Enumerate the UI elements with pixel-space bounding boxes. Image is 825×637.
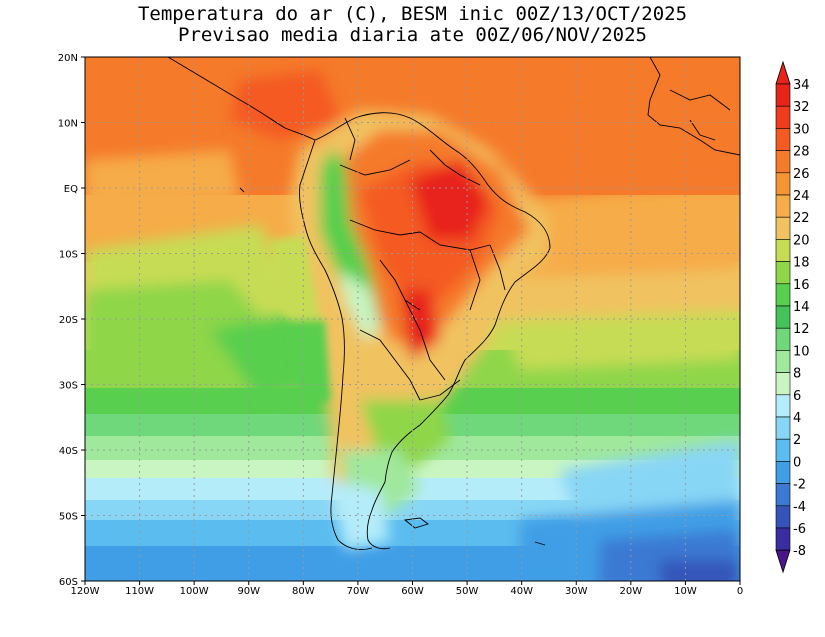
colorbar-label: -4 bbox=[793, 500, 806, 515]
y-tick-label: 40S bbox=[59, 446, 78, 457]
y-tick-label: 50S bbox=[59, 512, 78, 523]
colorbar-swatch bbox=[775, 216, 791, 240]
x-tick-label: 0 bbox=[737, 586, 743, 597]
y-tick-label: 10N bbox=[58, 119, 78, 130]
colorbar-label: 0 bbox=[793, 455, 801, 470]
x-tick-label: 90W bbox=[237, 586, 260, 597]
y-tick-label: 30S bbox=[59, 381, 78, 392]
x-tick-label: 110W bbox=[125, 586, 154, 597]
colorbar-swatch bbox=[775, 327, 791, 351]
colorbar-label: -6 bbox=[793, 522, 806, 537]
x-tick-label: 30W bbox=[565, 586, 588, 597]
colorbar-label: 20 bbox=[793, 233, 810, 248]
colorbar-swatch bbox=[775, 305, 791, 329]
colorbar-swatch bbox=[775, 128, 791, 151]
colorbar-label: -8 bbox=[793, 544, 806, 559]
colorbar-swatch bbox=[775, 372, 791, 396]
x-tick-label: 10W bbox=[674, 586, 697, 597]
colorbar-label: 22 bbox=[793, 211, 810, 226]
colorbar-swatch bbox=[775, 505, 791, 529]
colorbar-label: 18 bbox=[793, 256, 810, 271]
gridlines bbox=[85, 57, 740, 581]
colorbar-label: 14 bbox=[793, 300, 810, 315]
x-tick-label: 100W bbox=[180, 586, 209, 597]
x-tick-label: 40W bbox=[510, 586, 533, 597]
colorbar-swatch bbox=[775, 283, 791, 307]
colorbar-label: 4 bbox=[793, 411, 801, 426]
colorbar-label: 2 bbox=[793, 433, 801, 448]
colorbar-label: 32 bbox=[793, 100, 810, 115]
x-tick-label: 60W bbox=[401, 586, 424, 597]
colorbar-label: 12 bbox=[793, 322, 810, 337]
colorbar-swatch bbox=[775, 461, 791, 484]
y-tick-label: 60S bbox=[59, 577, 78, 588]
colorbar-swatch bbox=[775, 483, 791, 507]
colorbar-swatch bbox=[775, 105, 791, 129]
colorbar-arrow-bottom bbox=[775, 549, 791, 574]
colorbar-label: 26 bbox=[793, 167, 810, 182]
colorbar-swatch bbox=[775, 527, 791, 551]
colorbar-swatch bbox=[775, 261, 791, 285]
x-tick-label: 70W bbox=[347, 586, 370, 597]
colorbar-swatch bbox=[775, 172, 791, 196]
y-tick-label: 10S bbox=[59, 250, 78, 261]
colorbar-swatch bbox=[775, 239, 791, 262]
y-tick-label: 20S bbox=[59, 315, 78, 326]
colorbar-swatch bbox=[775, 150, 791, 174]
x-tick-label: 50W bbox=[456, 586, 479, 597]
x-tick-label: 80W bbox=[292, 586, 315, 597]
colorbar-label: 16 bbox=[793, 278, 810, 293]
colorbar-label: 10 bbox=[793, 344, 810, 359]
colorbar-swatch bbox=[775, 438, 791, 462]
y-axis: 20N 10N EQ 10S 20S 30S 40S 50S 60S bbox=[58, 53, 85, 588]
colorbar-swatch bbox=[775, 194, 791, 218]
x-axis: 120W 110W 100W 90W 80W 70W 60W 50W 40W 30W 20W 10W 0 bbox=[71, 581, 743, 597]
colorbar-label: 28 bbox=[793, 145, 810, 160]
colorbar-swatch bbox=[775, 394, 791, 418]
coastlines bbox=[167, 57, 740, 551]
colorbar-arrow-top bbox=[775, 60, 791, 85]
colorbar-label: 30 bbox=[793, 122, 810, 137]
colorbar-label: -2 bbox=[793, 478, 806, 493]
colorbar-swatch bbox=[775, 83, 791, 107]
x-tick-label: 120W bbox=[71, 586, 100, 597]
colorbar-label: 8 bbox=[793, 367, 801, 382]
colorbar-swatch bbox=[775, 350, 791, 373]
map-title-line-2: Previsao media diaria ate 00Z/06/NOV/202… bbox=[178, 24, 647, 46]
x-tick-label: 20W bbox=[620, 586, 643, 597]
y-tick-label: 20N bbox=[58, 53, 78, 64]
colorbar-label: 6 bbox=[793, 389, 801, 404]
map-title-line-1: Temperatura do ar (C), BESM inic 00Z/13/… bbox=[137, 3, 688, 25]
colorbar-label: 24 bbox=[793, 189, 810, 204]
colorbar-swatch bbox=[775, 416, 791, 440]
y-tick-label: EQ bbox=[64, 184, 78, 195]
colorbar-label: 34 bbox=[793, 78, 810, 93]
